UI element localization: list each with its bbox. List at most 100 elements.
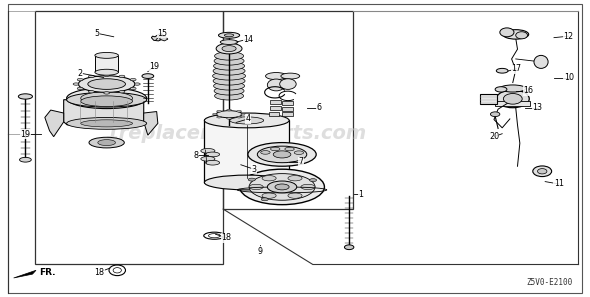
- Bar: [282, 101, 293, 105]
- Ellipse shape: [257, 146, 307, 163]
- Ellipse shape: [213, 77, 245, 85]
- Ellipse shape: [500, 28, 514, 37]
- Ellipse shape: [130, 78, 136, 81]
- Ellipse shape: [230, 117, 264, 124]
- Text: 14: 14: [243, 35, 253, 44]
- Ellipse shape: [88, 79, 126, 89]
- Text: 8: 8: [194, 151, 199, 160]
- Ellipse shape: [534, 55, 548, 68]
- Text: 6: 6: [316, 103, 321, 112]
- Ellipse shape: [237, 116, 241, 118]
- Ellipse shape: [275, 184, 289, 190]
- Ellipse shape: [266, 72, 287, 80]
- Ellipse shape: [220, 40, 238, 45]
- Ellipse shape: [288, 176, 302, 181]
- Ellipse shape: [496, 90, 529, 108]
- Ellipse shape: [216, 111, 242, 118]
- Text: 11: 11: [553, 179, 563, 189]
- Bar: [495, 101, 530, 106]
- Polygon shape: [152, 34, 165, 41]
- Ellipse shape: [222, 46, 236, 52]
- Ellipse shape: [217, 116, 221, 118]
- Ellipse shape: [271, 147, 280, 151]
- Text: 4: 4: [245, 114, 250, 124]
- Text: 19: 19: [149, 62, 159, 71]
- Ellipse shape: [241, 113, 245, 115]
- Ellipse shape: [301, 184, 315, 189]
- Ellipse shape: [77, 78, 83, 81]
- Ellipse shape: [495, 87, 507, 92]
- Ellipse shape: [214, 57, 244, 65]
- Ellipse shape: [88, 91, 94, 93]
- Bar: [268, 112, 279, 116]
- Text: 13: 13: [533, 103, 543, 112]
- Ellipse shape: [18, 94, 32, 99]
- Text: 12: 12: [563, 32, 573, 41]
- Polygon shape: [144, 112, 158, 135]
- Text: 18: 18: [221, 233, 231, 242]
- Ellipse shape: [67, 92, 147, 107]
- Ellipse shape: [89, 137, 124, 148]
- Ellipse shape: [516, 32, 527, 39]
- Ellipse shape: [281, 73, 300, 79]
- Text: 9: 9: [257, 247, 262, 256]
- Bar: [223, 11, 353, 209]
- Ellipse shape: [261, 198, 268, 201]
- Bar: [35, 11, 223, 264]
- Ellipse shape: [280, 79, 296, 89]
- Polygon shape: [160, 37, 168, 41]
- Ellipse shape: [67, 117, 147, 129]
- Text: 20: 20: [489, 132, 499, 141]
- Ellipse shape: [240, 169, 324, 205]
- Ellipse shape: [285, 147, 294, 151]
- Ellipse shape: [248, 143, 316, 166]
- Polygon shape: [64, 100, 144, 125]
- Ellipse shape: [205, 160, 219, 165]
- Ellipse shape: [130, 87, 136, 90]
- Ellipse shape: [201, 157, 215, 161]
- Bar: [270, 106, 281, 110]
- Ellipse shape: [490, 112, 500, 117]
- Ellipse shape: [294, 151, 304, 154]
- Ellipse shape: [212, 113, 217, 115]
- Ellipse shape: [214, 87, 244, 95]
- Ellipse shape: [227, 117, 231, 119]
- Ellipse shape: [267, 79, 285, 91]
- Bar: [282, 107, 293, 111]
- Text: 19: 19: [20, 130, 31, 139]
- Ellipse shape: [214, 82, 244, 90]
- Ellipse shape: [104, 74, 110, 76]
- Ellipse shape: [500, 85, 526, 92]
- Ellipse shape: [310, 179, 317, 181]
- Ellipse shape: [262, 176, 276, 181]
- Ellipse shape: [135, 83, 140, 85]
- Bar: [204, 120, 289, 182]
- Ellipse shape: [218, 32, 240, 38]
- Bar: [95, 56, 119, 72]
- Text: 10: 10: [563, 73, 573, 82]
- Ellipse shape: [216, 43, 242, 54]
- Ellipse shape: [73, 83, 79, 85]
- Ellipse shape: [217, 110, 221, 112]
- Ellipse shape: [227, 109, 231, 111]
- Ellipse shape: [142, 74, 154, 78]
- Ellipse shape: [224, 34, 234, 37]
- Ellipse shape: [503, 30, 529, 39]
- Text: Z5V0-E2100: Z5V0-E2100: [526, 278, 573, 287]
- Text: 16: 16: [523, 86, 533, 95]
- Text: 3: 3: [251, 165, 256, 174]
- Ellipse shape: [533, 166, 552, 177]
- Ellipse shape: [95, 69, 119, 75]
- Ellipse shape: [213, 67, 245, 75]
- Ellipse shape: [81, 92, 133, 105]
- Ellipse shape: [77, 87, 83, 90]
- Ellipse shape: [19, 157, 31, 162]
- Ellipse shape: [204, 175, 289, 190]
- Text: 5: 5: [94, 29, 99, 38]
- Ellipse shape: [88, 75, 94, 78]
- Text: 2: 2: [78, 69, 83, 78]
- Ellipse shape: [201, 148, 215, 153]
- Ellipse shape: [95, 53, 119, 58]
- Bar: [480, 94, 497, 104]
- Ellipse shape: [503, 94, 522, 104]
